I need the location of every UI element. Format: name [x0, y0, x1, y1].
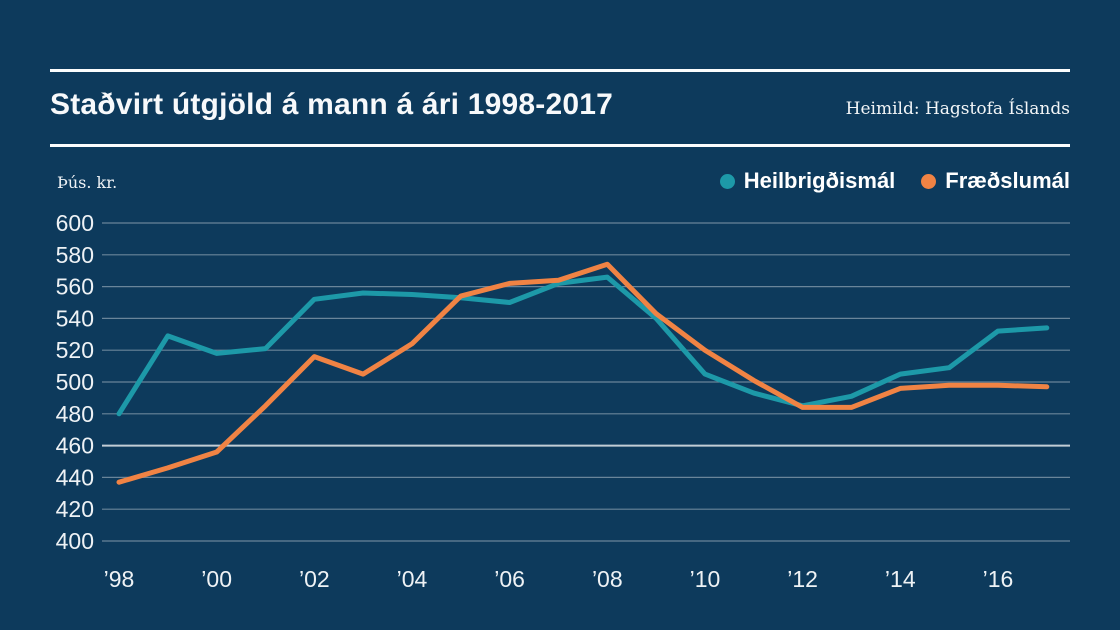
line-chart: 400 420 440 460 480 500 520 540 560 580 600 ’98 ’00 ’…: [56, 210, 1070, 592]
chart-legend: Heilbrigðismál Fræðslumál: [719, 168, 1070, 194]
legend-label: Heilbrigðismál: [743, 168, 896, 193]
x-axis-tick-label: ’06: [494, 566, 525, 592]
y-axis-tick-label: 540: [56, 305, 94, 331]
y-axis-tick-label: 520: [56, 337, 94, 363]
legend-dot-teal-icon: [719, 173, 735, 189]
source-attribution: Heimild: Hagstofa Íslands: [845, 99, 1070, 119]
y-axis-tick-label: 500: [56, 369, 94, 395]
y-axis-tick-label: 580: [56, 242, 94, 268]
y-axis-tick-label: 480: [56, 401, 94, 427]
x-axis-tick-label: ’10: [690, 566, 721, 592]
x-axis-tick-label: ’14: [885, 566, 916, 592]
x-axis-tick-label: ’12: [787, 566, 818, 592]
x-axis-tick-label: ’16: [983, 566, 1014, 592]
title-rule-bottom: [50, 144, 1070, 147]
x-axis-tick-label: ’02: [299, 566, 330, 592]
y-axis-unit-label: Þús. kr.: [57, 173, 118, 192]
x-axis-tick-label: ’08: [592, 566, 623, 592]
title-rule-top: [50, 69, 1070, 72]
legend-item-fraedslumal: Fræðslumál: [921, 168, 1070, 194]
y-axis-tick-label: 400: [56, 528, 94, 554]
y-axis-tick-label: 440: [56, 464, 94, 490]
y-axis-tick-label: 600: [56, 210, 94, 236]
legend-dot-orange-icon: [921, 173, 937, 189]
chart-title: Staðvirt útgjöld á mann á ári 1998-2017: [50, 88, 614, 121]
x-axis-tick-label: ’00: [201, 566, 232, 592]
x-axis-tick-label: ’04: [397, 566, 428, 592]
series-line-fraedslumal: [116, 261, 1050, 485]
y-axis-tick-label: 560: [56, 274, 94, 300]
y-axis-tick-label: 460: [56, 433, 94, 459]
y-axis-tick-label: 420: [56, 496, 94, 522]
legend-item-heilbrigdismal: Heilbrigðismál: [719, 168, 896, 194]
x-axis-tick-label: ’98: [104, 566, 135, 592]
legend-label: Fræðslumál: [945, 168, 1070, 193]
series-line-heilbrigdismal: [116, 274, 1050, 417]
